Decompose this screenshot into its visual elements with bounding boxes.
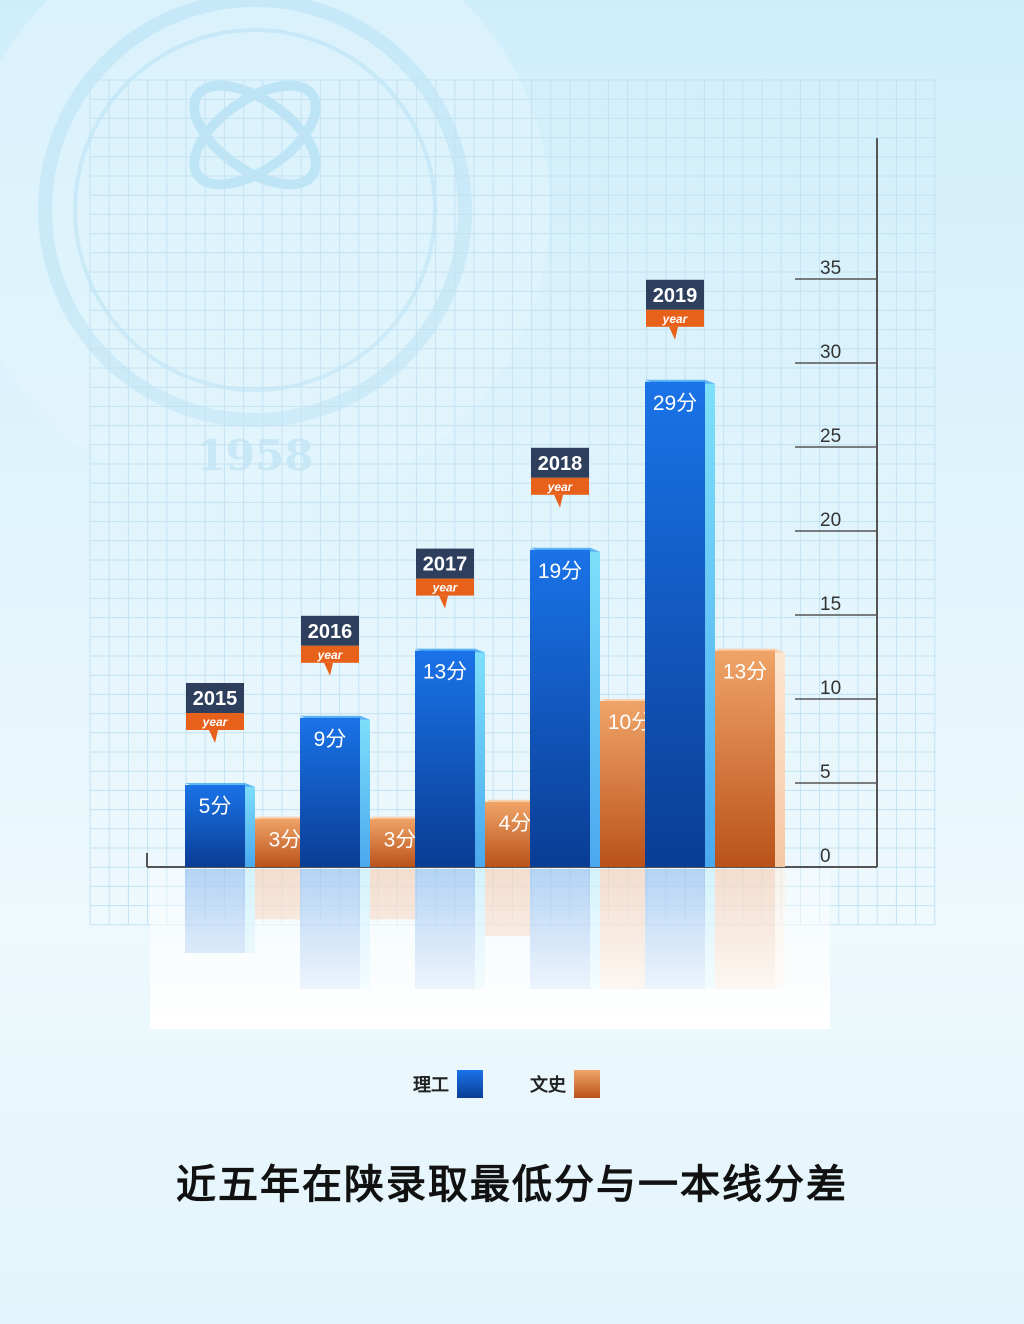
flag-year-label: 2016 [308, 621, 353, 643]
bar-side [705, 379, 715, 867]
bar-value-label: 4分 [499, 812, 532, 835]
legend-swatch [457, 1070, 483, 1098]
flag-year-label: 2018 [538, 453, 583, 475]
y-tick-label: 30 [820, 342, 841, 363]
legend-swatch [574, 1070, 600, 1098]
flag-tag-label: year [547, 480, 574, 494]
flag-tag-label: year [662, 312, 689, 326]
bar [715, 650, 775, 867]
flag-pointer [209, 730, 218, 743]
flag-tag-box [301, 645, 359, 663]
flag-year-box [416, 548, 474, 579]
flag-tag-label: year [202, 715, 229, 729]
bar-value-label: 9分 [314, 728, 347, 751]
bar-value-label: 29分 [653, 392, 697, 415]
flag-tag-box [416, 578, 474, 596]
y-tick-label: 20 [820, 510, 841, 531]
y-tick-label: 10 [820, 678, 841, 699]
flag-pointer [324, 662, 333, 676]
bar-science-2019: 29分 [645, 379, 715, 867]
y-tick-label: 0 [820, 846, 831, 867]
bar-value-label: 13分 [723, 661, 767, 684]
flag-pointer [669, 326, 678, 340]
bar-side [245, 783, 255, 867]
bar [645, 381, 705, 867]
bar-science-2015: 5分 [185, 783, 255, 867]
bar-side [475, 648, 485, 867]
year-flag-2016: 2016 year [301, 615, 359, 676]
flag-year-box [646, 279, 704, 310]
y-tick-label: 15 [820, 594, 841, 615]
legend-label: 理工 [413, 1075, 449, 1096]
flag-tag-box [646, 309, 704, 327]
flag-year-label: 2015 [193, 688, 238, 710]
bar-value-label: 5分 [199, 795, 232, 818]
reflection-fade [150, 869, 830, 1029]
year-flag-2017: 2017 year [416, 548, 474, 609]
bar [415, 650, 475, 867]
bar [185, 785, 245, 867]
bar [530, 549, 590, 867]
flag-year-box [301, 615, 359, 646]
y-tick-label: 5 [820, 762, 831, 783]
year-flag-2019: 2019 year [646, 279, 704, 340]
flag-year-label: 2017 [423, 554, 468, 576]
bar-value-label: 19分 [538, 560, 582, 583]
y-tick-label: 35 [820, 258, 841, 279]
year-flag-2015: 2015 year [186, 683, 244, 743]
flag-year-box [186, 683, 244, 713]
flag-tag-box [531, 477, 589, 495]
bar-arts-2019: 13分 [715, 648, 785, 867]
flag-pointer [554, 494, 563, 508]
bar-science-2018: 19分 [530, 547, 600, 867]
year-flag-2018: 2018 year [531, 447, 589, 508]
bar-side [775, 648, 785, 867]
bar-science-2016: 9分 [300, 715, 370, 867]
bar-side [360, 715, 370, 867]
flag-tag-box [186, 713, 244, 730]
bar-side [590, 547, 600, 867]
seal-year: 1958 [197, 431, 314, 480]
flag-tag-label: year [432, 581, 459, 595]
legend-item-arts: 文史 [530, 1070, 600, 1098]
bar-value-label: 13分 [423, 661, 467, 684]
bar-science-2017: 13分 [415, 648, 485, 867]
legend-item-science: 理工 [413, 1070, 483, 1098]
flag-tag-label: year [317, 648, 344, 662]
bar [300, 717, 360, 867]
bar-value-label: 3分 [384, 829, 417, 852]
flag-year-label: 2019 [653, 285, 698, 307]
bar-value-label: 10分 [608, 711, 652, 734]
legend-label: 文史 [530, 1075, 566, 1096]
bar-value-label: 3分 [269, 829, 302, 852]
flag-pointer [439, 595, 448, 609]
chart-title: 近五年在陕录取最低分与一本线分差 [176, 1162, 848, 1208]
y-tick-label: 25 [820, 426, 841, 447]
flag-year-box [531, 447, 589, 478]
